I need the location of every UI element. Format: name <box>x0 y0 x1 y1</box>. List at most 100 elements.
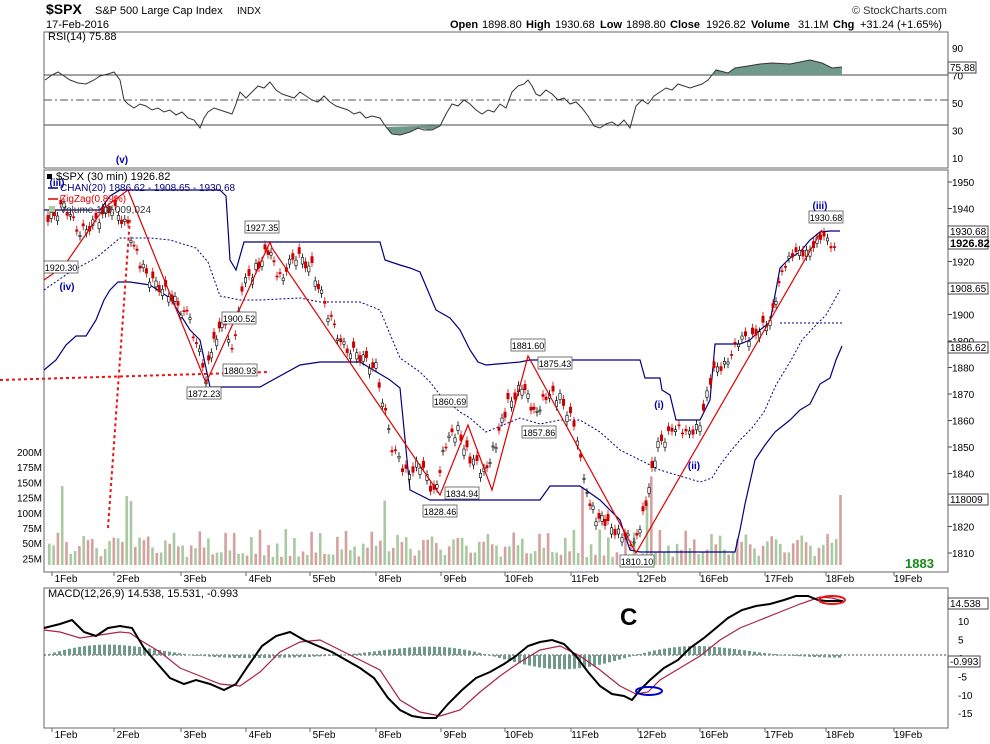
candle-body <box>384 407 388 411</box>
candle-body <box>462 448 466 456</box>
candle-body <box>754 328 758 336</box>
candle-body <box>116 215 120 221</box>
candle-body <box>733 342 737 344</box>
candle-body <box>538 409 542 412</box>
volume-bar <box>340 549 343 565</box>
volume-tick-label: 100M <box>17 509 42 520</box>
volume-bar <box>830 542 834 565</box>
legend-zigzag: ZigZag(0.89%) <box>60 194 126 205</box>
volume-bar <box>542 547 546 565</box>
macd-hist-bar <box>383 650 386 655</box>
macd-hist-bar <box>433 646 436 655</box>
candle-body <box>447 435 451 438</box>
volume-bar <box>654 551 657 565</box>
rsi-current-tag <box>947 61 977 74</box>
candle-body <box>49 211 53 219</box>
macd-hist-bar <box>283 655 286 658</box>
tag-mid-value: 1908.65 <box>950 284 987 295</box>
macd-hist-bar <box>803 655 806 657</box>
candle-body <box>281 277 285 281</box>
macd-hist-bar <box>163 650 166 655</box>
candle-body <box>736 343 740 348</box>
volume-bar <box>125 496 128 565</box>
volume-bar <box>564 537 567 565</box>
macd-hist-bar <box>83 646 86 655</box>
macd-hist-bar <box>393 648 396 655</box>
candle-body <box>579 453 583 458</box>
volume-bar <box>263 555 266 565</box>
candle-body <box>215 339 219 347</box>
candle-body <box>278 272 282 274</box>
candle-body <box>342 341 346 345</box>
candle-body <box>551 385 555 392</box>
volume-bar <box>164 540 167 565</box>
macd-hist-bar <box>728 648 731 655</box>
macd-hist-bar <box>718 647 721 655</box>
candle-body <box>541 394 545 397</box>
candle-body <box>141 263 145 268</box>
macd-hist-bar <box>503 655 506 660</box>
macd-hist-bar <box>273 655 276 658</box>
x-tick-label: 3Feb <box>184 574 207 585</box>
candle-body <box>597 512 601 519</box>
candle-body <box>240 286 244 292</box>
macd-hist-bar <box>783 655 786 656</box>
x-tick-label: 12Feb <box>638 574 667 585</box>
candle-body <box>272 260 276 263</box>
volume-bar <box>581 487 584 565</box>
volume-bar <box>159 552 163 565</box>
candle-body <box>475 455 479 461</box>
volume-tick-label: 150M <box>17 478 42 489</box>
volume-bar <box>82 536 85 565</box>
volume-bar <box>770 536 773 565</box>
tag-close-value: 1926.82 <box>950 238 990 250</box>
volume-bar <box>576 553 580 565</box>
candle-body <box>428 485 432 492</box>
macd-hist-bar <box>128 645 131 655</box>
x-tick-label: 8Feb <box>379 730 402 741</box>
candle-body <box>647 487 651 494</box>
x-tick-label: 9Feb <box>444 574 467 585</box>
volume-bar <box>344 530 348 565</box>
volume-bar <box>559 554 563 565</box>
macd-hist-bar <box>818 655 821 658</box>
macd-hist-bar <box>73 647 76 655</box>
candle-body <box>712 361 716 368</box>
candle-body <box>503 411 507 418</box>
volume-bar <box>650 476 653 565</box>
macd-hist-bar <box>48 653 51 655</box>
volume-bar <box>69 553 73 565</box>
candle-body <box>774 301 778 305</box>
candle-body <box>832 246 836 248</box>
volume-bar <box>718 535 722 565</box>
price-label: 1930.68 <box>810 213 843 223</box>
candle-body <box>297 247 301 254</box>
macd-hist-bar <box>833 655 836 658</box>
macd-hist-bar <box>743 650 746 655</box>
candle-body <box>46 215 50 223</box>
candle-body <box>790 253 794 258</box>
volume-bar <box>224 532 227 565</box>
volume-bar <box>52 545 55 565</box>
volume-bar <box>258 529 262 565</box>
volume-bar <box>538 533 541 565</box>
x-tick-label: 2Feb <box>117 730 140 741</box>
volume-bar <box>813 555 816 565</box>
price-tick-label: 1850 <box>952 443 975 454</box>
x-tick-label: 3Feb <box>184 730 207 741</box>
candle-body <box>659 434 663 442</box>
macd-hist-bar <box>823 655 826 658</box>
macd-hist-bar <box>713 646 716 655</box>
volume-bar <box>723 549 726 565</box>
volume-bar <box>817 547 821 565</box>
candle-body <box>616 528 620 535</box>
candle-body <box>160 288 164 296</box>
candle-body <box>535 411 539 413</box>
candle-body <box>684 428 688 432</box>
macd-hist-bar <box>438 646 441 655</box>
candle-body <box>666 426 670 431</box>
legend-channel: CHAN(20) 1886.62 - 1908.65 - 1930.68 <box>60 183 236 194</box>
volume-bar <box>744 534 748 565</box>
macd-hist-bar <box>508 655 511 661</box>
candle-body <box>456 425 460 431</box>
